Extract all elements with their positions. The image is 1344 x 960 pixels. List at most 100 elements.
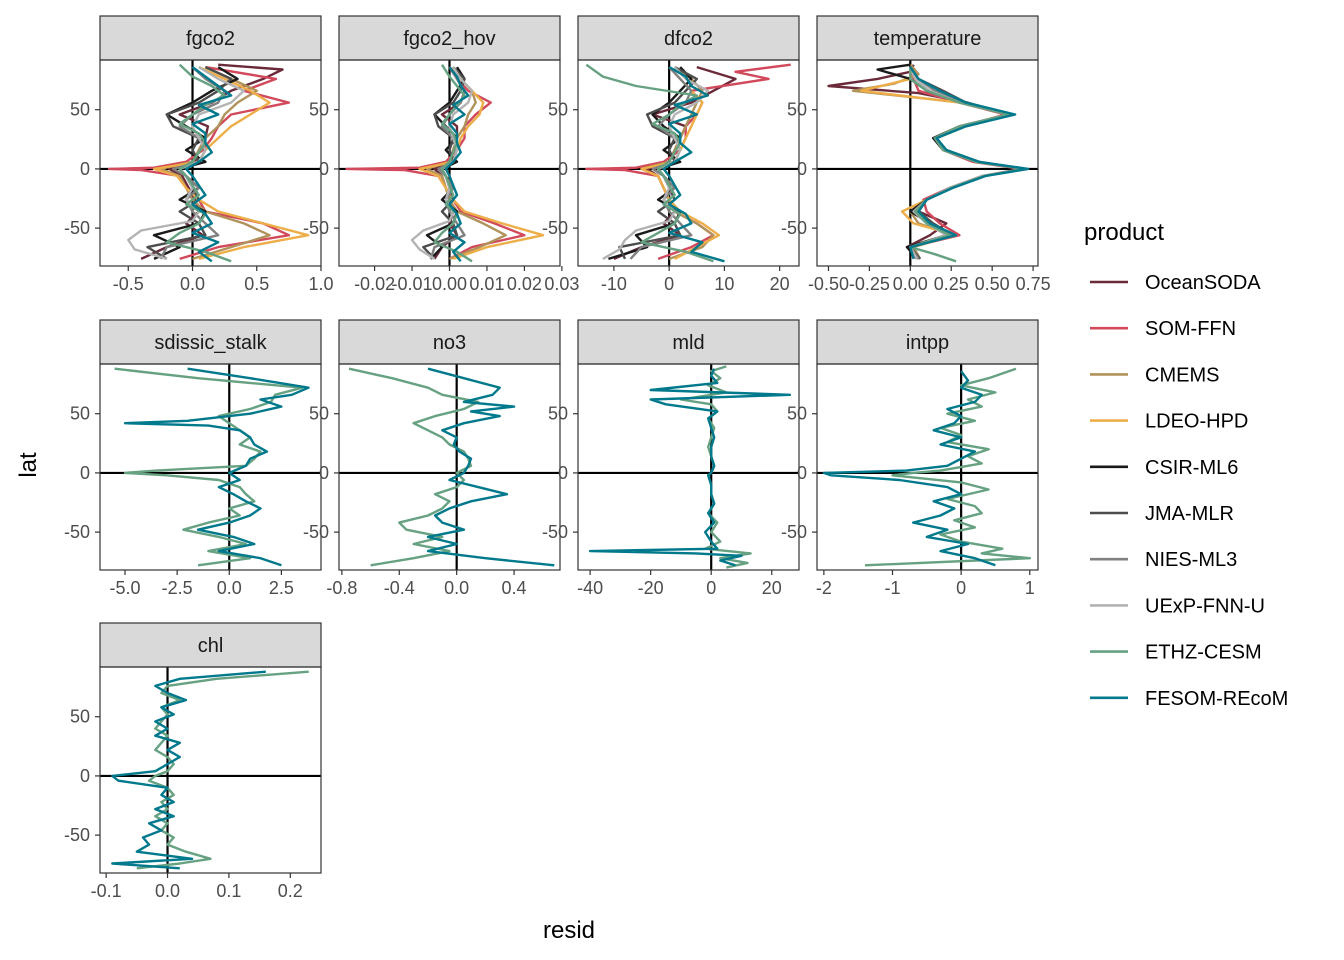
series-line-ldeo-hpd [418, 66, 545, 261]
series-line-fesom-recom [123, 367, 310, 567]
panel-border [338, 363, 561, 571]
panel-border [99, 363, 322, 571]
series-line-ethz-cesm [909, 67, 1027, 263]
y-tick-label: 50 [787, 100, 807, 120]
panel-border [816, 59, 1039, 267]
legend-label: FESOM-REcoM [1145, 688, 1288, 710]
y-tick-label: 50 [309, 404, 329, 424]
y-tick-label: -50 [542, 522, 568, 542]
panel-fgco2: fgco2 -0.5 0.0 0.5 1.0 -50 0 50 [64, 15, 334, 294]
facet-title: fgco2 [186, 28, 235, 50]
legend-item: CMEMS [1090, 364, 1219, 386]
x-tick-label: 0 [706, 578, 716, 598]
facet-title: sdissic_stalk [154, 332, 267, 354]
x-tick-label: 1 [1025, 578, 1035, 598]
legend-label: NIES-ML3 [1145, 549, 1237, 571]
panel-sdissic-stalk: sdissic_stalk -5.0 -2.5 0.0 2.5 -50 0 50 [64, 319, 322, 598]
y-tick-label: 50 [70, 100, 90, 120]
y-tick-label: -50 [64, 522, 90, 542]
panel-border [99, 666, 322, 874]
x-tick-label: 0.4 [502, 578, 527, 598]
x-tick-label: 0.0 [217, 578, 242, 598]
facet-title: temperature [874, 28, 982, 50]
series-group [114, 367, 310, 567]
y-tick-label: -50 [542, 218, 568, 238]
series-line-ethz-cesm [114, 367, 304, 567]
legend-label: ETHZ-CESM [1145, 642, 1262, 664]
series-group [107, 63, 310, 263]
legend-label: UExP-FNN-U [1145, 595, 1265, 617]
facet-strip [577, 319, 800, 365]
x-tick-label: 0 [664, 274, 674, 294]
facet-title: no3 [433, 332, 466, 354]
x-tick-label: 0.02 [507, 274, 542, 294]
x-tick-label: -40 [577, 578, 603, 598]
legend: product OceanSODA SOM-FFN CMEMS LDEO-HPD CSIR… [1084, 219, 1288, 710]
series-line-fesom-recom [426, 367, 555, 567]
y-tick-label: -50 [781, 522, 807, 542]
x-tick-label: -10 [601, 274, 627, 294]
panel-mld: mld -40 -20 0 20 -50 0 50 [542, 319, 800, 598]
facet-title: fgco2_hov [403, 28, 495, 50]
y-tick-label: -50 [303, 218, 329, 238]
y-tick-label: 0 [797, 463, 807, 483]
legend-label: JMA-MLR [1145, 503, 1234, 525]
series-line-fesom-recom [588, 368, 792, 567]
x-tick-label: 0.00 [893, 274, 928, 294]
series-group [585, 63, 791, 263]
y-tick-label: 0 [80, 463, 90, 483]
series-line-ethz-cesm [864, 367, 1031, 567]
facet-strip [816, 15, 1039, 61]
series-line-fesom-recom [909, 66, 1030, 260]
panel-border [816, 363, 1039, 571]
facet-title: intpp [906, 332, 949, 354]
y-tick-label: 0 [558, 159, 568, 179]
series-line-fesom-recom [184, 66, 233, 263]
panel-border [577, 363, 800, 571]
y-tick-label: 0 [319, 463, 329, 483]
series-line-fesom-recom [444, 66, 470, 263]
y-tick-label: -50 [781, 218, 807, 238]
x-tick-label: -20 [638, 578, 664, 598]
legend-item: UExP-FNN-U [1090, 595, 1265, 617]
panel-chl: chl -0.1 0.0 0.1 0.2 -50 0 50 [64, 622, 322, 901]
x-tick-label: 0.0 [180, 274, 205, 294]
y-tick-label: 0 [558, 463, 568, 483]
legend-item: ETHZ-CESM [1090, 642, 1262, 664]
legend-item: SOM-FFN [1090, 318, 1236, 340]
x-tick-label: -2 [816, 578, 832, 598]
facet-strip [99, 15, 322, 61]
y-tick-label: 0 [80, 766, 90, 786]
y-tick-label: -50 [64, 825, 90, 845]
y-tick-label: 50 [309, 100, 329, 120]
legend-item: LDEO-HPD [1090, 411, 1248, 433]
x-tick-label: -0.50 [808, 274, 849, 294]
x-tick-label: -2.5 [162, 578, 193, 598]
legend-label: CSIR-ML6 [1145, 457, 1238, 479]
x-tick-label: 1.0 [308, 274, 333, 294]
y-tick-label: 50 [70, 707, 90, 727]
x-tick-label: -5.0 [110, 578, 141, 598]
series-group [822, 367, 1031, 567]
legend-item: OceanSODA [1090, 272, 1261, 294]
y-tick-label: 0 [319, 159, 329, 179]
x-tick-label: -0.8 [326, 578, 357, 598]
facet-title: chl [198, 635, 224, 657]
legend-item: CSIR-ML6 [1090, 457, 1238, 479]
x-axis-title: resid [543, 917, 595, 944]
y-tick-label: 50 [70, 404, 90, 424]
series-group [345, 64, 545, 263]
panels: fgco2-0.5 0.0 0.5 1.0-50050fgco2_hov-0.02-0… [64, 15, 1051, 901]
series-line-fesom-recom [822, 370, 996, 567]
x-tick-label: -0.01 [392, 274, 433, 294]
series-line-ethz-cesm [348, 367, 480, 567]
panel-fgco2-hov: fgco2_hov -0.02-0.01 0.00 0.01 0.02 0.03 -50 0 5… [303, 15, 579, 294]
series-line-ldeo-hpd [640, 66, 721, 260]
panel-no3: no3 -0.8 -0.4 0.0 0.4 -50 0 50 [303, 319, 561, 598]
series-line-som-ffn [345, 66, 526, 260]
legend-label: CMEMS [1145, 364, 1219, 386]
series-group [348, 367, 555, 567]
legend-item: FESOM-REcoM [1090, 688, 1288, 710]
legend-item: NIES-ML3 [1090, 549, 1237, 571]
y-tick-label: 0 [797, 159, 807, 179]
